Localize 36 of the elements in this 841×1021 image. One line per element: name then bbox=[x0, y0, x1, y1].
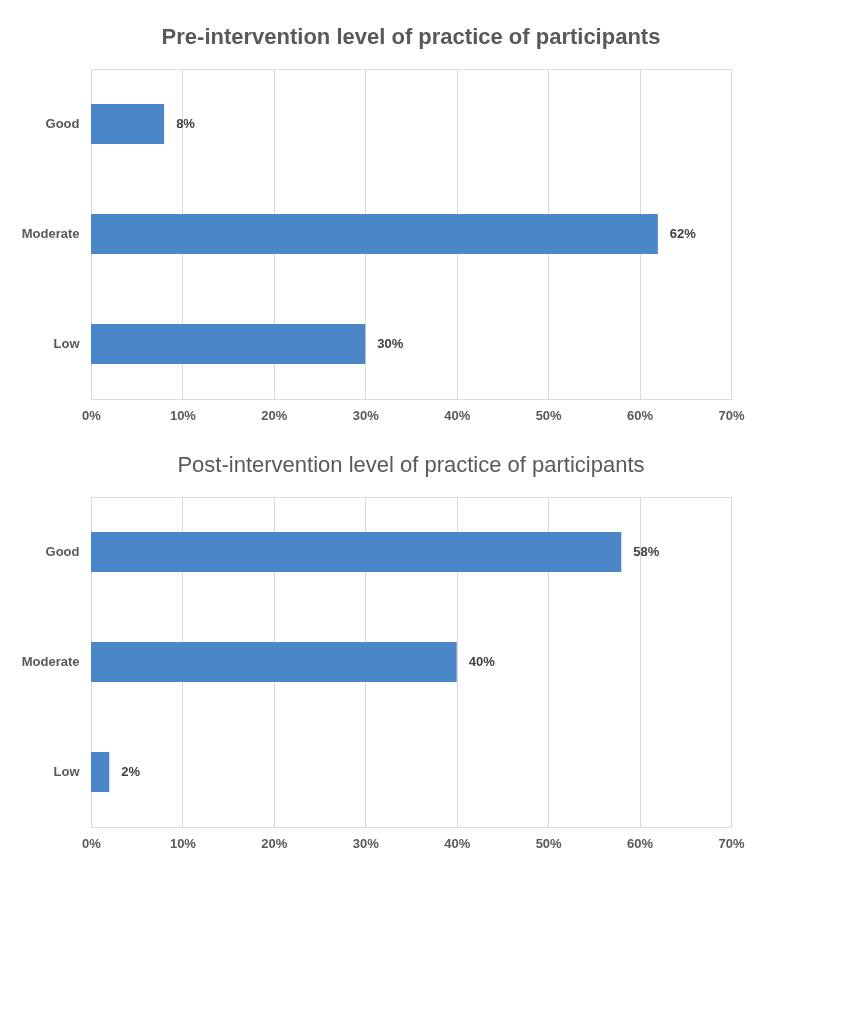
bar bbox=[91, 324, 366, 364]
bar bbox=[91, 214, 658, 254]
bar bbox=[91, 532, 622, 572]
bar bbox=[91, 104, 165, 144]
x-tick-label: 20% bbox=[261, 407, 288, 423]
data-label: 30% bbox=[377, 336, 404, 351]
y-tick-label: Moderate bbox=[21, 654, 80, 669]
x-tick-label: 0% bbox=[82, 407, 102, 423]
x-tick-label: 10% bbox=[169, 835, 197, 851]
data-label: 8% bbox=[176, 116, 196, 131]
x-tick-label: 10% bbox=[169, 407, 197, 423]
x-tick-label: 50% bbox=[535, 407, 563, 423]
data-label: 2% bbox=[121, 764, 141, 779]
data-label: 62% bbox=[669, 226, 697, 241]
x-tick-label: 30% bbox=[352, 835, 380, 851]
chart-title: Post-intervention level of practice of participants bbox=[177, 452, 645, 477]
y-tick-label: Moderate bbox=[21, 226, 80, 241]
data-label: 58% bbox=[633, 544, 660, 559]
y-tick-label: Low bbox=[53, 336, 81, 351]
y-tick-label: Good bbox=[45, 544, 80, 559]
x-tick-label: 60% bbox=[627, 835, 654, 851]
x-tick-label: 40% bbox=[444, 835, 471, 851]
x-tick-label: 0% bbox=[82, 835, 102, 851]
y-tick-label: Low bbox=[53, 764, 81, 779]
chart-title: Pre-intervention level of practice of participants bbox=[161, 24, 661, 49]
x-tick-label: 20% bbox=[261, 835, 288, 851]
x-tick-label: 70% bbox=[718, 835, 745, 851]
x-tick-label: 50% bbox=[535, 835, 563, 851]
x-tick-label: 70% bbox=[718, 407, 745, 423]
bar bbox=[91, 752, 110, 792]
data-label: 40% bbox=[468, 654, 496, 669]
bar bbox=[91, 642, 457, 682]
x-tick-label: 60% bbox=[627, 407, 654, 423]
y-tick-label: Good bbox=[45, 116, 80, 131]
x-tick-label: 40% bbox=[444, 407, 471, 423]
x-tick-label: 30% bbox=[352, 407, 380, 423]
